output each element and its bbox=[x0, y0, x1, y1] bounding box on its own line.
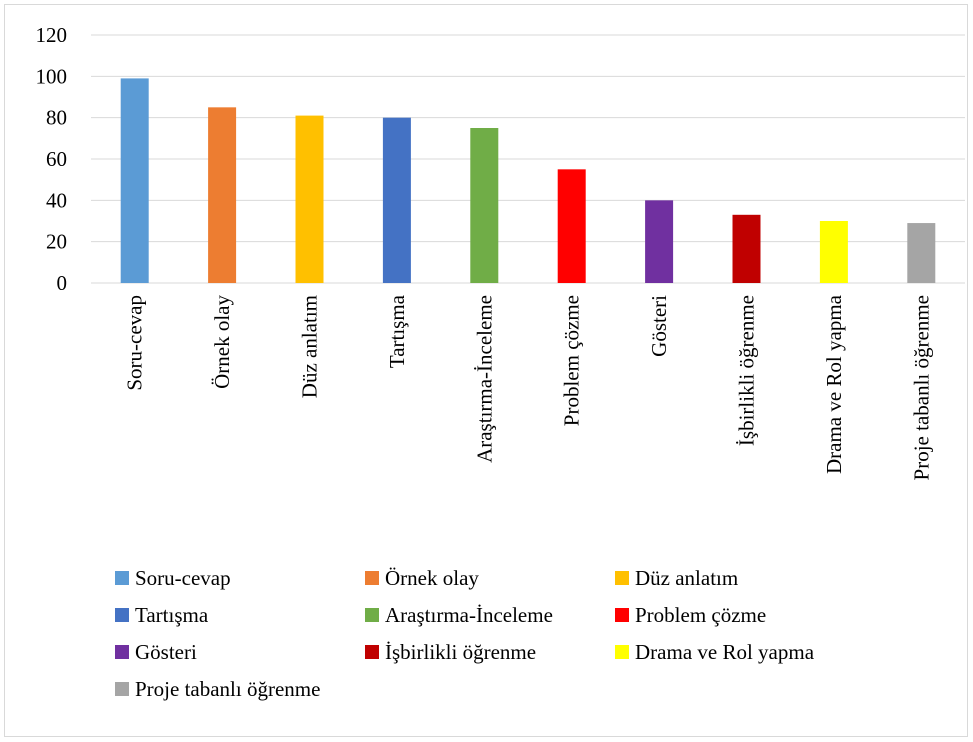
legend-swatch bbox=[615, 645, 629, 659]
y-tick-label: 80 bbox=[46, 106, 67, 130]
bar bbox=[295, 115, 324, 283]
legend-swatch bbox=[115, 608, 129, 622]
bar bbox=[819, 221, 848, 283]
x-category-label: Düz anlatım bbox=[298, 295, 322, 398]
bar bbox=[208, 107, 237, 283]
x-category-label: Drama ve Rol yapma bbox=[822, 294, 846, 474]
x-axis-labels: Soru-cevap Örnek olay Düz anlatım Tartışma A… bbox=[123, 294, 934, 480]
legend-swatch bbox=[615, 571, 629, 585]
legend-swatch bbox=[365, 608, 379, 622]
legend-label: Tartışma bbox=[135, 602, 209, 627]
bars bbox=[120, 78, 936, 284]
chart-frame: 0 20 40 60 80 100 120 Soru-cevap Örnek olay Düz … bbox=[4, 4, 968, 737]
y-axis-ticks: 0 20 40 60 80 100 120 bbox=[36, 23, 68, 295]
y-tick-label: 120 bbox=[36, 23, 68, 47]
legend-item: İşbirlikli öğrenme bbox=[365, 637, 536, 667]
legend-item: Düz anlatım bbox=[615, 563, 738, 593]
legend-label: Gösteri bbox=[135, 639, 197, 664]
y-tick-label: 60 bbox=[46, 147, 67, 171]
legend-label: Düz anlatım bbox=[635, 565, 739, 590]
legend-label: Drama ve Rol yapma bbox=[635, 639, 815, 664]
bar bbox=[382, 117, 411, 284]
legend-item: Drama ve Rol yapma bbox=[615, 637, 814, 667]
legend-item: Tartışma bbox=[115, 600, 208, 630]
x-category-label: Tartışma bbox=[385, 294, 409, 368]
y-tick-label: 40 bbox=[46, 188, 67, 212]
y-tick-label: 100 bbox=[36, 64, 68, 88]
bar-chart: 0 20 40 60 80 100 120 Soru-cevap Örnek olay Düz … bbox=[36, 23, 965, 480]
bar bbox=[120, 78, 149, 284]
x-category-label: Proje tabanlı öğrenme bbox=[909, 295, 933, 480]
bar bbox=[557, 169, 586, 283]
y-tick-label: 20 bbox=[46, 230, 67, 254]
legend-item: Araştırma-İnceleme bbox=[365, 600, 553, 630]
legend-item: Proje tabanlı öğrenme bbox=[115, 674, 320, 704]
x-category-label: Soru-cevap bbox=[123, 295, 147, 391]
legend-label: Problem çözme bbox=[635, 602, 767, 627]
bar bbox=[907, 223, 936, 283]
legend-label: Proje tabanlı öğrenme bbox=[135, 676, 321, 701]
legend-item: Problem çözme bbox=[615, 600, 766, 630]
gridlines bbox=[91, 34, 965, 284]
legend-label: Araştırma-İnceleme bbox=[385, 602, 553, 627]
legend-swatch bbox=[115, 682, 129, 696]
x-category-label: Araştırma-İnceleme bbox=[472, 295, 496, 463]
legend-swatch bbox=[615, 608, 629, 622]
x-category-label: İşbirlikli öğrenme bbox=[735, 295, 759, 446]
x-category-label: Gösteri bbox=[647, 295, 671, 357]
legend-item: Soru-cevap bbox=[115, 563, 231, 593]
legend-item: Örnek olay bbox=[365, 563, 479, 593]
bar bbox=[645, 200, 674, 283]
legend-swatch bbox=[365, 645, 379, 659]
x-category-label: Örnek olay bbox=[210, 295, 234, 389]
y-tick-label: 0 bbox=[57, 271, 68, 295]
legend-swatch bbox=[115, 571, 129, 585]
legend-label: Soru-cevap bbox=[135, 565, 231, 590]
legend-swatch bbox=[115, 645, 129, 659]
legend-label: Örnek olay bbox=[385, 565, 479, 590]
bar bbox=[470, 128, 499, 283]
legend-item: Gösteri bbox=[115, 637, 197, 667]
x-category-label: Problem çözme bbox=[560, 295, 584, 426]
bar bbox=[732, 214, 761, 283]
legend-swatch bbox=[365, 571, 379, 585]
legend-label: İşbirlikli öğrenme bbox=[385, 639, 537, 664]
